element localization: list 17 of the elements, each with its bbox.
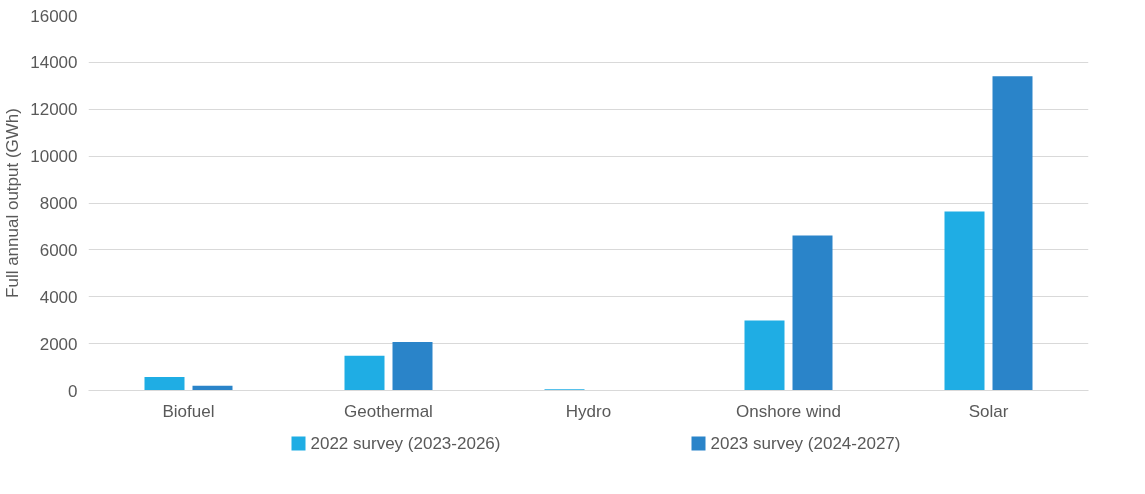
y-tick-label: 6000: [39, 240, 78, 260]
x-tick-label: Onshore wind: [736, 401, 841, 421]
y-tick-label: 16000: [30, 6, 78, 26]
x-tick-label: Geothermal: [344, 401, 433, 421]
y-tick-label: 10000: [30, 147, 78, 167]
y-tick-label: 2000: [39, 334, 78, 354]
y-tick-label: 12000: [30, 100, 78, 120]
x-tick-label: Solar: [968, 401, 1009, 421]
x-tick-label: Hydro: [565, 401, 612, 421]
y-tick-label: 14000: [30, 53, 78, 73]
legend-label: 2022 survey (2023-2026): [310, 434, 501, 453]
y-tick-label: 0: [68, 381, 78, 401]
y-tick-label: 4000: [39, 287, 78, 307]
legend-label: 2023 survey (2024-2027): [710, 434, 901, 453]
x-tick-label: Biofuel: [162, 401, 215, 421]
y-axis-title: Full annual output (GWh): [3, 108, 23, 298]
y-tick-label: 8000: [39, 194, 78, 213]
